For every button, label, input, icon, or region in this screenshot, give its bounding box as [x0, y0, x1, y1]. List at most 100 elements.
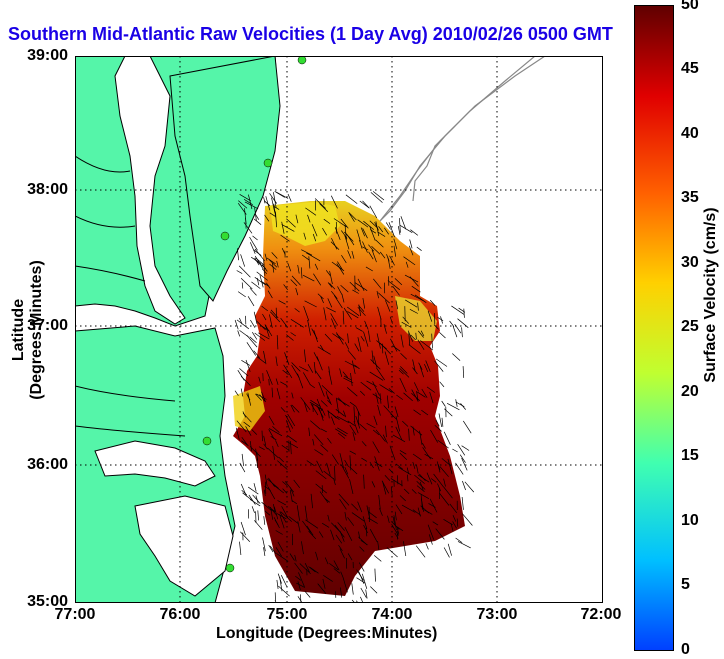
- velocity-arrow: [263, 350, 267, 365]
- velocity-arrow: [300, 594, 302, 603]
- velocity-arrow: [339, 499, 347, 510]
- velocity-arrow: [266, 370, 273, 385]
- velocity-arrow: [418, 330, 424, 338]
- velocity-arrow: [400, 366, 408, 374]
- velocity-arrow: [366, 380, 377, 387]
- velocity-arrow: [362, 298, 366, 309]
- velocity-arrow: [248, 486, 259, 495]
- velocity-arrow: [377, 231, 386, 237]
- velocity-arrow: [271, 387, 274, 398]
- velocity-arrow: [371, 246, 381, 255]
- velocity-arrow: [302, 520, 311, 533]
- velocity-arrow: [291, 365, 300, 378]
- velocity-arrow: [328, 370, 333, 385]
- velocity-arrow: [425, 543, 429, 550]
- velocity-arrow: [435, 419, 440, 427]
- velocity-arrow: [327, 437, 332, 444]
- velocity-arrow: [417, 339, 425, 350]
- velocity-arrow: [321, 385, 333, 396]
- velocity-arrow: [400, 334, 404, 348]
- velocity-arrow: [276, 335, 279, 350]
- velocity-arrow: [313, 273, 322, 286]
- velocity-arrow: [320, 400, 328, 407]
- velocity-arrow: [319, 344, 325, 351]
- velocity-vectors: [234, 191, 475, 603]
- velocity-arrow: [416, 391, 419, 402]
- velocity-arrow: [263, 435, 267, 446]
- velocity-arrow: [360, 587, 367, 598]
- velocity-arrow: [273, 506, 279, 520]
- velocity-arrow: [330, 529, 335, 541]
- velocity-arrow: [310, 403, 319, 416]
- velocity-arrow: [373, 278, 382, 289]
- velocity-arrow: [296, 505, 300, 521]
- velocity-arrow: [430, 478, 437, 483]
- velocity-yellow-north: [270, 202, 340, 246]
- velocity-arrow: [343, 375, 352, 381]
- velocity-arrow: [308, 530, 317, 540]
- velocity-arrow: [385, 222, 391, 230]
- velocity-arrow: [340, 464, 350, 479]
- velocity-arrow: [275, 356, 278, 366]
- velocity-arrow: [291, 404, 300, 413]
- velocity-arrow: [275, 378, 279, 385]
- velocity-arrow: [242, 412, 252, 423]
- velocity-arrow: [394, 278, 403, 286]
- velocity-arrow: [347, 420, 355, 426]
- velocity-arrow: [288, 516, 299, 524]
- velocity-arrow: [335, 332, 344, 345]
- velocity-arrow: [370, 586, 378, 594]
- velocity-arrow: [347, 311, 359, 319]
- velocity-arrow: [388, 468, 394, 474]
- velocity-arrow: [237, 330, 241, 337]
- velocity-arrow: [286, 435, 298, 443]
- velocity-arrow: [244, 201, 259, 210]
- velocity-arrow: [275, 440, 279, 448]
- velocity-arrow: [440, 316, 443, 324]
- velocity-arrow: [270, 311, 281, 323]
- velocity-arrow: [306, 252, 321, 262]
- velocity-arrow: [399, 495, 406, 502]
- velocity-arrow: [263, 489, 266, 496]
- velocity-arrow: [342, 371, 348, 378]
- map-title: Southern Mid-Atlantic Raw Velocities (1 …: [8, 24, 613, 44]
- velocity-arrow: [363, 524, 369, 534]
- velocity-arrow: [273, 206, 280, 210]
- velocity-arrow: [393, 238, 398, 250]
- velocity-arrow: [441, 417, 444, 427]
- velocity-arrow: [324, 333, 333, 342]
- velocity-arrow: [262, 313, 267, 321]
- velocity-arrow: [238, 200, 248, 209]
- velocity-arrow: [396, 394, 404, 400]
- velocity-arrow: [304, 505, 308, 521]
- velocity-arrow: [408, 245, 414, 256]
- velocity-arrow: [240, 483, 247, 497]
- velocity-arrow: [435, 358, 448, 367]
- velocity-arrow: [461, 327, 463, 338]
- velocity-arrow: [351, 503, 359, 511]
- velocity-arrow: [277, 541, 284, 552]
- velocity-arrow: [399, 452, 408, 460]
- velocity-arrow: [264, 481, 267, 494]
- velocity-arrow: [407, 474, 409, 482]
- velocity-arrow: [395, 426, 403, 441]
- velocity-arrow: [437, 483, 442, 492]
- velocity-arrow: [331, 318, 336, 329]
- velocity-arrow: [392, 434, 406, 443]
- velocity-arrow: [334, 295, 343, 309]
- velocity-arrow: [267, 505, 276, 513]
- velocity-arrow: [278, 585, 290, 597]
- velocity-arrow: [398, 466, 412, 476]
- velocity-arrow: [459, 454, 466, 463]
- x-tick-72: 72:00: [580, 606, 622, 623]
- velocity-arrow: [358, 562, 365, 572]
- velocity-arrow: [302, 274, 315, 282]
- velocity-arrow: [281, 221, 285, 234]
- velocity-arrow: [403, 541, 407, 557]
- velocity-arrow: [268, 428, 283, 437]
- velocity-arrow: [280, 234, 290, 242]
- velocity-yellow-west: [233, 386, 265, 431]
- velocity-arrow: [443, 547, 450, 558]
- velocity-arrow: [272, 445, 275, 460]
- velocity-arrow: [258, 332, 270, 340]
